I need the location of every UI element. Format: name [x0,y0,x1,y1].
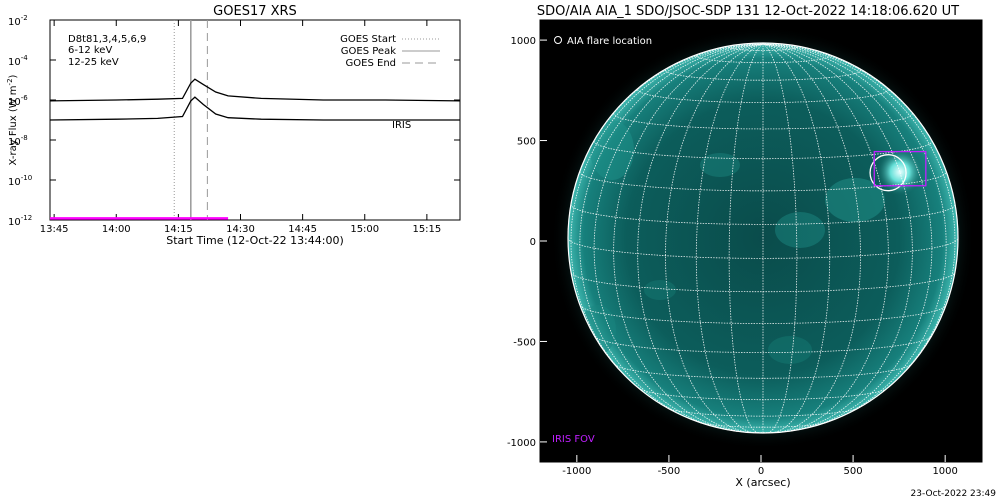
right-chart-title: SDO/AIA AIA_1 SDO/JSOC-SDP 131 12-Oct-20… [537,4,959,19]
left-x-axis: 13:45 14:00 14:15 14:30 14:45 15:00 15:15 [40,20,441,235]
longitude-line [665,43,764,433]
right-y-axis: 1000 500 0 -500 -1000 [507,36,547,449]
left-y-axis-label: X-ray Flux (W m-2) [6,74,19,165]
longitude-line [728,43,764,434]
iris-label: IRIS [392,120,411,131]
x-tick-label: 15:00 [350,224,379,235]
x-tick-label: 14:45 [288,224,317,235]
flare-brightening [876,148,924,196]
solar-limb [567,42,959,434]
y-tick-label: 1000 [511,36,536,47]
x-tick-label: 1000 [932,466,957,477]
x-tick-label: 13:45 [40,224,69,235]
longitude-line [762,43,889,433]
x-tick-label: 14:15 [164,224,193,235]
band-12-25-kev-label: 12-25 keV [68,57,119,68]
longitude-line [762,43,947,425]
longitude-line [593,43,764,431]
latitude-line [567,237,959,259]
x-tick-label: 500 [844,466,863,477]
detector-label: D8t81,3,4,5,6,9 [68,34,146,45]
x-tick-label: 14:30 [226,224,255,235]
longitude-line [695,43,764,434]
y-tick-label: 500 [517,137,536,148]
longitude-line [637,43,764,433]
y-tick-label: 0 [530,237,536,248]
flare-legend-symbol [554,36,562,44]
x-tick-label: 14:00 [102,224,131,235]
y-tick-label: -500 [513,337,536,348]
longitude-line [762,43,831,434]
goes-event-legend: GOES Start GOES Peak GOES End [340,34,440,69]
longitude-line [570,43,764,405]
left-y-axis: 10-2 10-4 10-6 10-8 10-10 10-12 [8,14,460,228]
latitude-line [665,69,861,81]
latitude-line [667,407,859,417]
y-tick-label: 10-2 [8,14,28,28]
longitude-line [762,43,933,431]
iris-fov-label: IRIS FOV [552,434,595,445]
right-x-axis-label: X (arcsec) [735,476,790,489]
goes-flux-series [50,78,460,121]
latitude-line [579,171,947,192]
y-tick-label: 10-8 [8,134,28,148]
iris-fov-box [873,150,927,187]
x-tick-label: 15:15 [412,224,441,235]
left-x-axis-label: Start Time (12-Oct-22 13:44:00) [166,234,344,247]
legend-goes-start: GOES Start [340,34,396,45]
series-line-0 [50,78,460,102]
latitude-line [594,335,932,353]
goes-event-lines [173,20,208,220]
aia-flare-location-marker [869,154,907,192]
legend-goes-peak: GOES Peak [341,46,396,57]
x-tick-label: -500 [658,466,681,477]
right-x-axis: -1000 -500 0 500 1000 [562,455,958,477]
y-tick-label: -1000 [507,438,536,449]
flare-legend-label: AIA flare location [567,36,652,47]
longitude-line [579,43,764,425]
longitude-line [762,43,913,432]
x-tick-label: 0 [758,466,764,477]
aia-image-panel: SDO/AIA AIA_1 SDO/JSOC-SDP 131 12-Oct-20… [507,4,983,489]
y-tick-label: 10-12 [8,214,32,228]
x-tick-label: -1000 [562,466,591,477]
y-tick-label: 10-6 [8,94,28,108]
longitude-line [762,43,956,405]
y-tick-label: 10-4 [8,54,28,68]
longitude-line [762,43,861,433]
goes-xrs-panel: GOES17 XRS 10-2 10-4 10-6 10-8 10-10 10-12 13… [6,4,461,247]
footer-timestamp: 23-Oct-2022 23:49 [911,489,997,499]
longitude-line [762,43,798,434]
longitude-line [613,43,764,432]
series-line-1 [50,96,460,121]
y-tick-label: 10-10 [8,174,32,188]
legend-goes-end: GOES End [346,58,396,69]
latitude-line [613,113,913,130]
band-6-12-kev-label: 6-12 keV [68,45,112,56]
left-chart-title: GOES17 XRS [213,4,297,19]
